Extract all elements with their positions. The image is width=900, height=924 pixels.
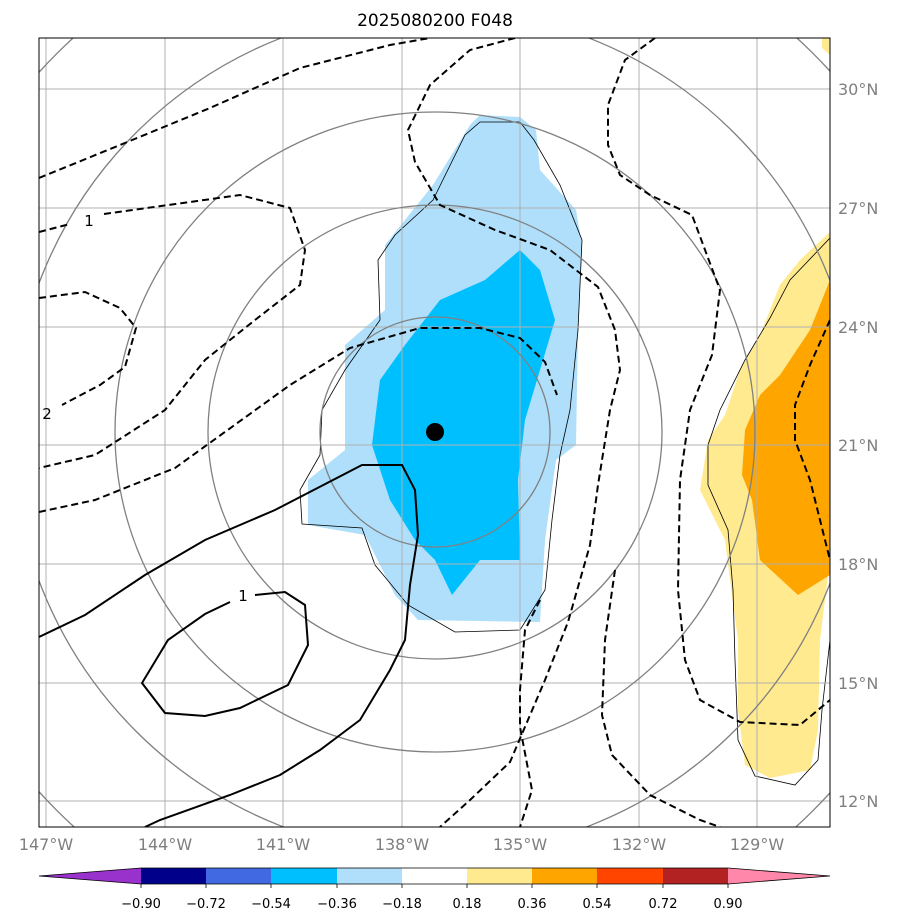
dashed-contour-east <box>607 38 830 727</box>
lat-label-27n: 27°N <box>838 199 878 218</box>
positive-shade-light-top <box>822 38 830 55</box>
contour-label-1-north: 1 <box>84 212 94 230</box>
negative-contours <box>39 38 830 827</box>
colorbar-tick-label: −0.36 <box>317 897 357 912</box>
colorbar-segment <box>402 868 467 884</box>
dashed-contour-south-east <box>600 569 721 827</box>
lon-label-132w: 132°W <box>612 835 667 854</box>
colorbar-segment <box>337 868 402 884</box>
lon-label-138w: 138°W <box>375 835 430 854</box>
lat-label-21n: 21°N <box>838 436 878 455</box>
lat-label-24n: 24°N <box>838 318 878 337</box>
colorbar-segment <box>467 868 532 884</box>
lat-label-15n: 15°N <box>838 674 878 693</box>
colorbar-tick-label: −0.54 <box>251 897 291 912</box>
colorbar-tick-label: −0.72 <box>186 897 226 912</box>
colorbar-tick-label: 0.54 <box>583 897 612 912</box>
colorbar-tick-label: 0.72 <box>649 897 678 912</box>
lon-label-135w: 135°W <box>493 835 548 854</box>
storm-center-marker <box>426 423 444 441</box>
lat-label-30n: 30°N <box>838 80 878 99</box>
colorbar-labels: −0.90 −0.72 −0.54 −0.36 −0.18 0.18 0.36 … <box>121 897 742 912</box>
colorbar-segment <box>206 868 271 884</box>
colorbar-tick-label: 0.90 <box>714 897 743 912</box>
colorbar-tick-label: 0.36 <box>518 897 547 912</box>
positive-shade-orange <box>742 280 830 595</box>
map-frame <box>38 37 831 828</box>
colorbar-segment <box>597 868 663 884</box>
longitude-labels: 147°W 144°W 141°W 138°W 135°W 132°W 129°… <box>19 835 785 854</box>
lon-label-144w: 144°W <box>138 835 193 854</box>
solid-contour-1-loop <box>140 590 310 718</box>
dashed-contour-1-label-loop <box>39 193 307 469</box>
colorbar-segment <box>271 868 337 884</box>
lat-label-12n: 12°N <box>838 792 878 811</box>
range-ring-1 <box>319 316 551 548</box>
lat-label-18n: 18°N <box>838 555 878 574</box>
chart-title: 2025080200 F048 <box>357 11 513 31</box>
dashed-contour-outer-nw <box>39 38 431 179</box>
colorbar-tick-label: −0.18 <box>382 897 422 912</box>
latitude-labels: 30°N 27°N 24°N 21°N 18°N 15°N 12°N <box>838 80 878 811</box>
negative-shade-outline <box>299 121 583 633</box>
colorbar <box>38 867 831 888</box>
colorbar-segment <box>532 868 597 884</box>
solid-contour-outer <box>39 464 420 827</box>
colorbar-tick-label: −0.90 <box>121 897 161 912</box>
colorbar-segment <box>663 868 728 884</box>
dashed-contour-2-loop <box>39 290 138 414</box>
contour-label-2: 2 <box>42 405 52 423</box>
colorbar-segment <box>141 868 206 884</box>
dashed-contour-center <box>39 327 558 513</box>
lon-label-147w: 147°W <box>19 835 74 854</box>
colorbar-tick-label: 0.18 <box>453 897 482 912</box>
positive-contours <box>39 464 420 827</box>
range-ring-3 <box>114 111 756 753</box>
range-ring-2 <box>207 204 663 660</box>
lon-label-129w: 129°W <box>730 835 785 854</box>
lon-label-141w: 141°W <box>256 835 311 854</box>
contour-labels: 1 2 1 <box>42 212 248 605</box>
colorbar-extend-min <box>39 868 141 884</box>
dashed-contour-se <box>519 599 541 827</box>
colorbar-extend-max <box>728 868 830 884</box>
contour-label-1-south: 1 <box>238 587 248 605</box>
dashed-contour-nne <box>406 38 622 827</box>
